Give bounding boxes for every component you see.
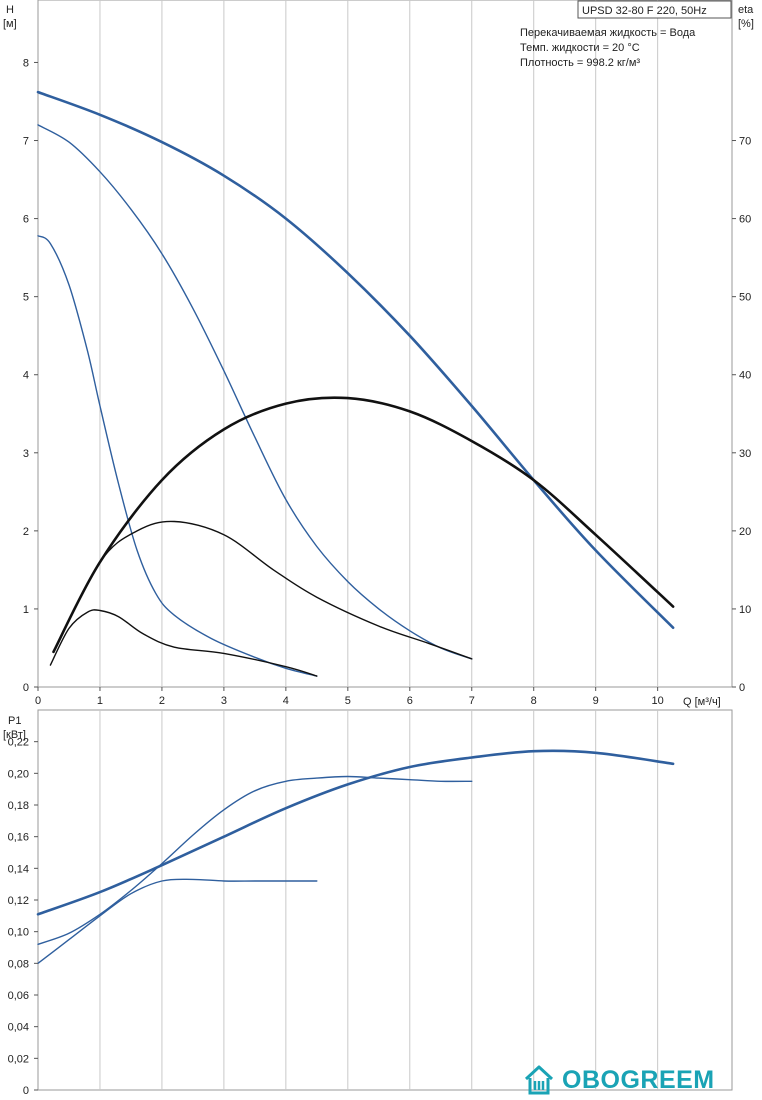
- x-tick-label: 10: [652, 695, 664, 707]
- h-tick-label: 7: [23, 136, 29, 148]
- power-curve-speed-1: [37, 878, 318, 964]
- p1-tick-label: 0,14: [8, 863, 29, 875]
- density-label: Плотность = 998.2 кг/м³: [520, 57, 640, 69]
- p1-tick-label: 0,08: [8, 958, 29, 970]
- eta-tick-label: 60: [739, 214, 751, 226]
- watermark-logo: OBOGREEM: [522, 1062, 754, 1098]
- eta-tick-label: 10: [739, 604, 751, 616]
- efficiency-curve-speed-1: [49, 609, 318, 677]
- model-box: [577, 0, 732, 19]
- h-tick-label: 5: [23, 292, 29, 304]
- eta-axis-title-line1: eta: [738, 4, 754, 16]
- p1-tick-label: 0,20: [8, 768, 29, 780]
- head-curve-speed-3: [36, 90, 675, 629]
- eta-tick-label: 20: [739, 526, 751, 538]
- eta-tick-label: 30: [739, 448, 751, 460]
- head-chart-ticks: 0 1 2 3 4 5 6 7 8 9 10 0 1 2 3 4 5 6 7 8 0 10 20 30 40 50 60 70: [23, 57, 751, 707]
- p1-tick-label: 0,04: [8, 1022, 29, 1034]
- power-curve-speed-3: [36, 749, 675, 916]
- x-tick-label: 7: [469, 695, 475, 707]
- x-tick-label: 3: [221, 695, 227, 707]
- h-tick-label: 3: [23, 448, 29, 460]
- head-curve-speed-1: [37, 235, 318, 677]
- power-chart: 0 0,02 0,04 0,06 0,08 0,10 0,12 0,14 0,16 0,18 0,2…: [3, 709, 733, 1097]
- house-icon: [524, 1065, 554, 1095]
- x-tick-label: 4: [283, 695, 289, 707]
- h-tick-label: 0: [23, 682, 29, 694]
- head-curve-speed-2: [37, 124, 473, 660]
- p1-tick-label: 0,10: [8, 927, 29, 939]
- temperature-label: Темп. жидкости = 20 °C: [520, 42, 640, 54]
- eta-tick-label: 40: [739, 370, 751, 382]
- model-label: UPSD 32-80 F 220, 50Hz: [582, 5, 707, 17]
- x-tick-label: 1: [97, 695, 103, 707]
- x-tick-label: 2: [159, 695, 165, 707]
- eta-axis-title-line2: [%]: [738, 18, 754, 30]
- p1-tick-label: 0,06: [8, 990, 29, 1002]
- power-chart-frame: [37, 709, 733, 1091]
- p1-tick-label: 0,18: [8, 800, 29, 812]
- head-efficiency-chart: 0 1 2 3 4 5 6 7 8 9 10 0 1 2 3 4 5 6 7 8 0 10 20 30 40 50 60 70 H […: [3, 0, 754, 708]
- h-axis-title-line1: H: [6, 4, 14, 16]
- liquid-label: Перекачиваемая жидкость = Вода: [520, 27, 696, 39]
- x-tick-label: 9: [593, 695, 599, 707]
- watermark-text: OBOGREEM: [562, 1065, 715, 1094]
- eta-tick-label: 70: [739, 136, 751, 148]
- h-tick-label: 8: [23, 57, 29, 69]
- q-axis-title: Q [м³/ч]: [683, 696, 721, 708]
- power-curve-speed-2: [37, 775, 473, 945]
- head-chart-grid: [99, 0, 659, 687]
- eta-tick-label: 50: [739, 292, 751, 304]
- p1-tick-label: 0,12: [8, 895, 29, 907]
- x-tick-label: 8: [531, 695, 537, 707]
- x-tick-label: 6: [407, 695, 413, 707]
- power-chart-ticks: 0 0,02 0,04 0,06 0,08 0,10 0,12 0,14 0,16 0,18 0,2…: [8, 737, 38, 1097]
- power-chart-series: [36, 749, 675, 964]
- power-chart-grid: [99, 710, 659, 1090]
- h-axis-title-line2: [м]: [3, 18, 17, 30]
- p1-tick-label: 0,22: [8, 737, 29, 749]
- efficiency-curve-speed-3: [52, 396, 675, 654]
- eta-tick-label: 0: [739, 682, 745, 694]
- head-chart-series: [36, 90, 675, 677]
- p1-tick-label: 0,16: [8, 832, 29, 844]
- x-tick-label: 0: [35, 695, 41, 707]
- x-tick-label: 5: [345, 695, 351, 707]
- p1-axis-title-line2: [кВт]: [3, 729, 26, 741]
- p1-axis-title-line1: P1: [8, 715, 21, 727]
- h-tick-label: 2: [23, 526, 29, 538]
- p1-tick-label: 0,02: [8, 1053, 29, 1065]
- p1-tick-label: 0: [23, 1085, 29, 1097]
- h-tick-label: 4: [23, 370, 29, 382]
- h-tick-label: 1: [23, 604, 29, 616]
- h-tick-label: 6: [23, 214, 29, 226]
- efficiency-curve-speed-2: [52, 520, 473, 660]
